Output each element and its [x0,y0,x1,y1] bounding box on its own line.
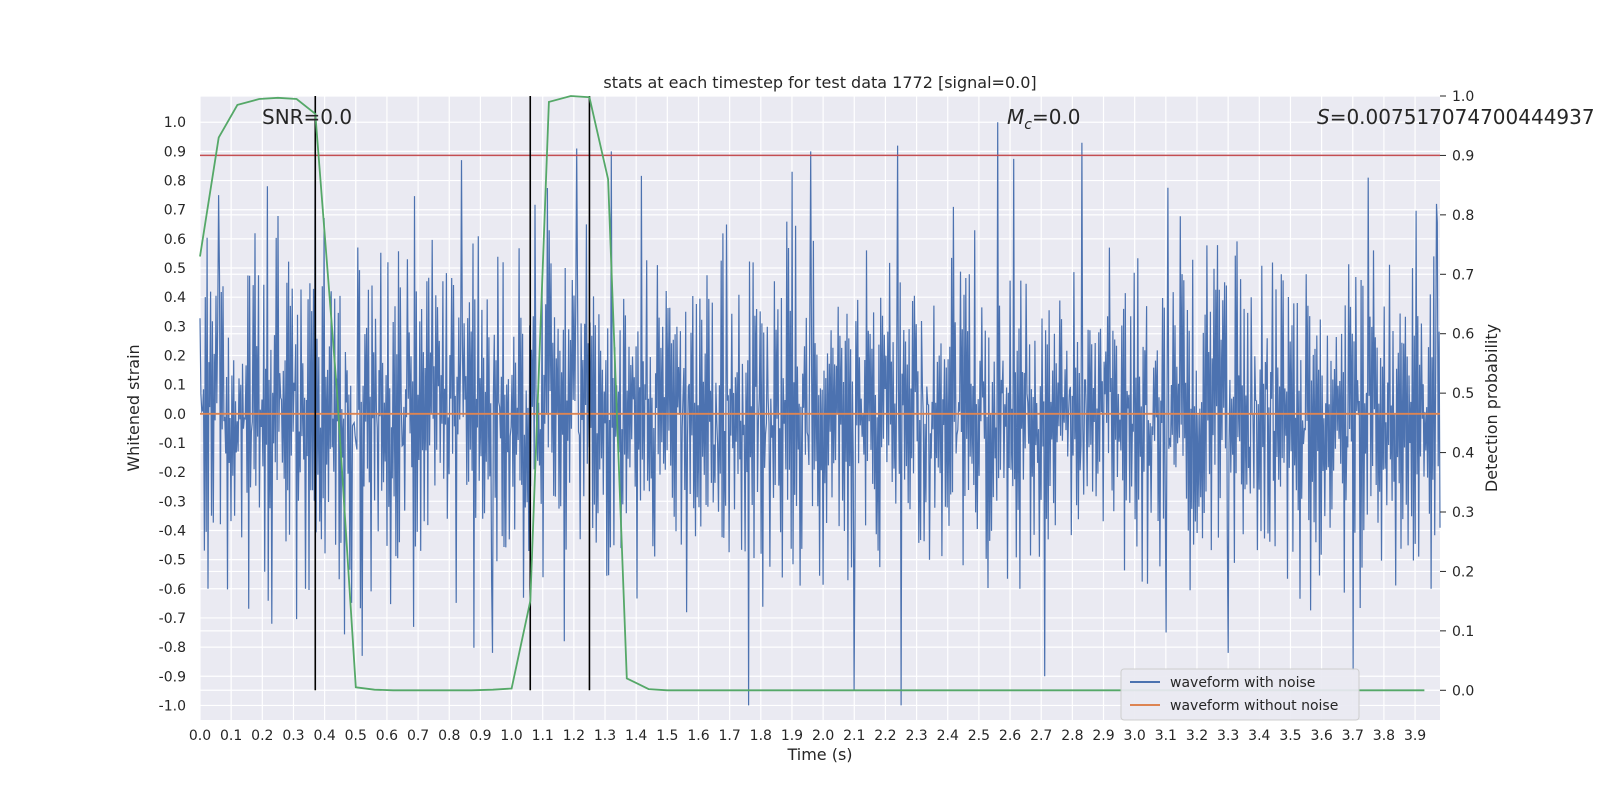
y-right-tick-label: 0.6 [1452,327,1474,343]
y-left-tick-label: -0.7 [159,611,186,627]
y-left-tick-label: 0.7 [164,203,186,219]
x-tick-label: 1.2 [563,728,585,744]
x-tick-label: 2.3 [905,728,927,744]
x-tick-label: 3.3 [1217,728,1239,744]
y-right-tick-label: 0.7 [1452,267,1474,283]
y-right-tick-label: 0.8 [1452,208,1474,224]
x-tick-label: 1.3 [594,728,616,744]
y-left-tick-label: -0.4 [159,523,186,539]
x-tick-label: 2.6 [999,728,1021,744]
s-value: =0.007517074700444937 [1330,105,1595,129]
y-right-tick-label: 0.1 [1452,624,1474,640]
mc-value: =0.0 [1032,105,1081,129]
x-tick-label: 0.8 [438,728,460,744]
x-tick-label: 0.0 [189,728,211,744]
x-tick-label: 2.5 [968,728,990,744]
x-tick-label: 0.1 [220,728,242,744]
x-tick-label: 1.4 [625,728,647,744]
x-tick-label: 1.0 [500,728,522,744]
y-left-tick-label: 0.6 [164,232,186,248]
y-left-tick-label: -0.5 [159,553,186,569]
y-left-tick-label: 0.1 [164,378,186,394]
series-waveform-with-noise [199,122,1441,706]
x-tick-label: 0.6 [376,728,398,744]
y-right-tick-label: 0.9 [1452,148,1474,164]
x-tick-label: 2.9 [1092,728,1114,744]
y-left-tick-label: -0.6 [159,582,186,598]
y-left-tick-label: -0.3 [159,494,186,510]
y-left-tick-label: 0.2 [164,349,186,365]
series-detection-probability [199,95,1425,692]
y-axis-right-ticks: 1.0 0.9 0.8 0.7 0.6 0.5 0.4 0.3 0.2 0.1 0.0 [1440,89,1474,699]
y-right-tick-label: 0.5 [1452,386,1474,402]
y-axis-left-ticks: 1.0 0.9 0.8 0.7 0.6 0.5 0.4 0.3 0.2 0.1 0.0 -0.1 -0.… [159,115,186,714]
y-left-tick-label: -0.8 [159,640,186,656]
y-right-tick-label: 0.0 [1452,683,1474,699]
x-tick-label: 3.0 [1124,728,1146,744]
y-left-tick-label: -0.1 [159,436,186,452]
chart-title: stats at each timestep for test data 177… [603,73,1036,92]
x-tick-label: 2.8 [1061,728,1083,744]
x-tick-label: 2.7 [1030,728,1052,744]
x-tick-label: 2.0 [812,728,834,744]
x-tick-label: 3.5 [1279,728,1301,744]
x-tick-label: 1.5 [656,728,678,744]
x-tick-label: 3.1 [1155,728,1177,744]
y-right-tick-label: 1.0 [1452,89,1474,105]
y-left-tick-label: -1.0 [159,698,186,714]
s-annotation: S=0.007517074700444937 [1317,105,1595,129]
mc-annotation: Mc=0.0 [1007,105,1081,133]
y-left-tick-label: 0.4 [164,290,186,306]
mc-symbol: M [1007,105,1024,129]
plot-area [199,95,1441,706]
x-tick-label: 0.4 [313,728,335,744]
x-axis-label: Time (s) [786,745,852,764]
x-tick-label: 3.8 [1373,728,1395,744]
snr-annotation: SNR=0.0 [262,105,352,129]
x-tick-label: 1.7 [719,728,741,744]
legend: waveform with noise waveform without noi… [1120,668,1360,721]
y-right-tick-label: 0.4 [1452,446,1474,462]
x-tick-label: 3.9 [1404,728,1426,744]
x-axis-ticks: 0.0 0.1 0.2 0.3 0.4 0.5 0.6 0.7 0.8 0.9 1.0 1.1 1.2 1… [189,728,1426,744]
y-right-tick-label: 0.3 [1452,505,1474,521]
legend-label-clean: waveform without noise [1170,698,1338,714]
x-tick-label: 3.4 [1248,728,1270,744]
x-tick-label: 1.1 [532,728,554,744]
y-left-tick-label: 0.9 [164,144,186,160]
x-tick-label: 0.7 [407,728,429,744]
y-axis-left-label: Whitened strain [124,344,143,471]
x-tick-label: 2.1 [843,728,865,744]
y-left-tick-label: -0.9 [159,669,186,685]
y-left-tick-label: 0.0 [164,407,186,423]
legend-box [1120,668,1360,721]
s-symbol: S [1317,105,1330,129]
x-tick-label: 0.3 [282,728,304,744]
y-right-tick-label: 0.2 [1452,564,1474,580]
x-tick-label: 1.9 [781,728,803,744]
y-axis-right-label: Detection probability [1482,324,1501,492]
x-tick-label: 3.2 [1186,728,1208,744]
x-tick-label: 0.5 [345,728,367,744]
x-tick-label: 1.6 [687,728,709,744]
legend-label-noise: waveform with noise [1170,675,1315,691]
x-tick-label: 2.2 [874,728,896,744]
y-left-tick-label: 0.3 [164,319,186,335]
y-left-tick-label: 0.5 [164,261,186,277]
x-tick-label: 3.6 [1310,728,1332,744]
x-tick-label: 1.8 [750,728,772,744]
x-tick-label: 0.2 [251,728,273,744]
x-tick-label: 3.7 [1342,728,1364,744]
y-left-tick-label: 0.8 [164,174,186,190]
y-left-tick-label: -0.2 [159,465,186,481]
x-tick-label: 2.4 [937,728,959,744]
y-left-tick-label: 1.0 [164,115,186,131]
mc-subscript: c [1024,117,1032,133]
x-tick-label: 0.9 [469,728,491,744]
